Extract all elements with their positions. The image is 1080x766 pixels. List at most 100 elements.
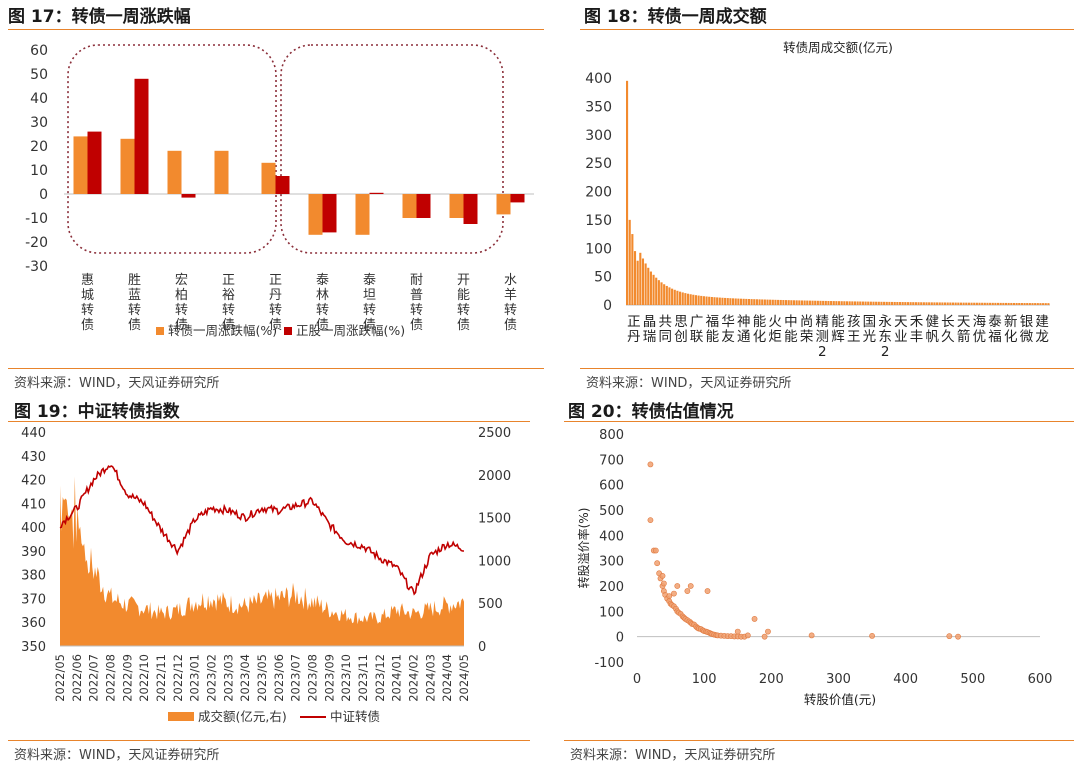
turnover-bar — [724, 297, 727, 305]
turnover-bar — [869, 301, 872, 305]
x-category-label: 火 — [768, 314, 782, 330]
turnover-bar — [912, 302, 915, 305]
turnover-bar — [989, 302, 992, 305]
turnover-bar — [994, 302, 997, 305]
x-category-label: 债 — [175, 318, 188, 333]
chart2-source-rule — [580, 368, 1074, 369]
x-category-label: 泰 — [316, 273, 329, 288]
x-date-label: 2022/11 — [154, 654, 168, 702]
turnover-bar — [883, 301, 886, 305]
x-category-label: 债 — [269, 318, 282, 333]
turnover-bar — [830, 301, 833, 305]
x-category-label: 能 — [784, 329, 798, 345]
x-category-label: 胜 — [128, 273, 141, 288]
turnover-bar — [774, 299, 777, 305]
turnover-bar — [973, 302, 976, 305]
x-category-label: 耐 — [410, 273, 423, 288]
scatter-point — [765, 628, 771, 635]
x-category-label: 坦 — [363, 288, 376, 303]
scatter-point — [946, 633, 953, 640]
turnover-bar — [628, 219, 631, 305]
turnover-bar — [906, 302, 910, 305]
x-category-label: 转 — [363, 303, 376, 318]
left-y-tick-label: 350 — [21, 640, 46, 655]
x-category-label: 债 — [363, 318, 376, 333]
x-date-label: 2023/04 — [238, 654, 252, 702]
scatter-point — [671, 590, 677, 597]
x-category-label: 久 — [941, 329, 955, 345]
y-tick-label: 0 — [603, 298, 612, 314]
turnover-bar — [851, 301, 854, 305]
bar-stock-change — [134, 78, 149, 194]
turnover-bar — [914, 302, 917, 305]
bar-stock-change — [275, 176, 290, 194]
bar-cb-change — [402, 194, 417, 218]
scatter-point — [660, 580, 667, 587]
right-y-tick-label: 0 — [478, 640, 486, 655]
bar-stock-change — [181, 194, 196, 198]
scatter-point — [744, 632, 751, 639]
turnover-bar — [771, 299, 774, 305]
y-tick-label: 800 — [599, 428, 624, 443]
turnover-bar — [877, 301, 880, 305]
x-category-label: 福 — [988, 329, 1002, 345]
turnover-bar — [705, 296, 708, 305]
left-y-tick-label: 440 — [21, 426, 46, 441]
x-category-label: 泰 — [363, 273, 376, 288]
x-category-label: 帆 — [925, 329, 939, 345]
x-tick-label: 100 — [692, 672, 717, 687]
y-tick-label: 0 — [39, 187, 48, 203]
turnover-area — [60, 476, 464, 646]
left-y-tick-label: 390 — [21, 545, 46, 560]
left-y-tick-label: 380 — [21, 569, 46, 584]
x-tick-label: 400 — [893, 672, 918, 687]
turnover-bar — [649, 271, 652, 305]
turnover-bar — [816, 300, 819, 305]
turnover-bar — [745, 298, 748, 305]
x-category-label: 羊 — [504, 287, 517, 303]
turnover-bar — [853, 301, 857, 305]
x-category-label: 化 — [1004, 329, 1018, 345]
turnover-bar — [1028, 303, 1031, 305]
turnover-bar — [1010, 302, 1013, 305]
x-category-label: 瑞 — [643, 329, 657, 345]
x-category-label: 天 — [894, 314, 908, 330]
x-category-label: 天 — [957, 314, 971, 330]
turnover-bar — [798, 300, 801, 305]
turnover-bar — [732, 298, 735, 305]
turnover-bar — [689, 294, 692, 305]
legend-swatch-stock — [284, 327, 292, 335]
scatter-point — [808, 632, 815, 639]
turnover-bar — [631, 234, 634, 305]
x-category-label: 联 — [690, 329, 704, 345]
left-y-tick-label: 420 — [21, 474, 46, 489]
turnover-bar — [655, 277, 658, 305]
x-axis-title: 转股价值(元) — [804, 692, 876, 707]
scatter-point — [684, 588, 691, 594]
turnover-bar — [867, 301, 870, 305]
turnover-bar — [790, 300, 793, 305]
turnover-bar — [660, 282, 663, 305]
x-category-label: 转 — [128, 303, 141, 318]
turnover-bar — [941, 302, 944, 305]
turnover-bar — [997, 302, 1000, 305]
turnover-bar — [657, 280, 660, 305]
chart2-title-rule — [580, 29, 1074, 30]
y-tick-label: -30 — [25, 259, 48, 275]
turnover-bar — [959, 302, 963, 305]
x-category-label: 广 — [690, 314, 704, 330]
chart3-svg: 440 430 420 410 400 390 380 370 360 350 2500 2000 15… — [21, 426, 511, 724]
csi-index-line — [59, 465, 464, 596]
scatter-point — [666, 593, 673, 600]
x-category-label: 能 — [706, 329, 720, 345]
legend-swatch-cb — [156, 327, 164, 335]
chart2-title: 图 18：转债一周成交额 — [584, 7, 767, 27]
legend-label-stock: 正股一周涨跌幅(%) — [296, 323, 405, 338]
y-tick-label: 600 — [599, 479, 624, 494]
turnover-bar — [1039, 303, 1042, 305]
x-date-label: 2024/05 — [457, 654, 471, 702]
turnover-bar — [824, 300, 827, 305]
x-category-label: 炬 — [768, 329, 782, 345]
turnover-bar — [792, 300, 796, 305]
x-date-label: 2024/04 — [440, 654, 454, 702]
